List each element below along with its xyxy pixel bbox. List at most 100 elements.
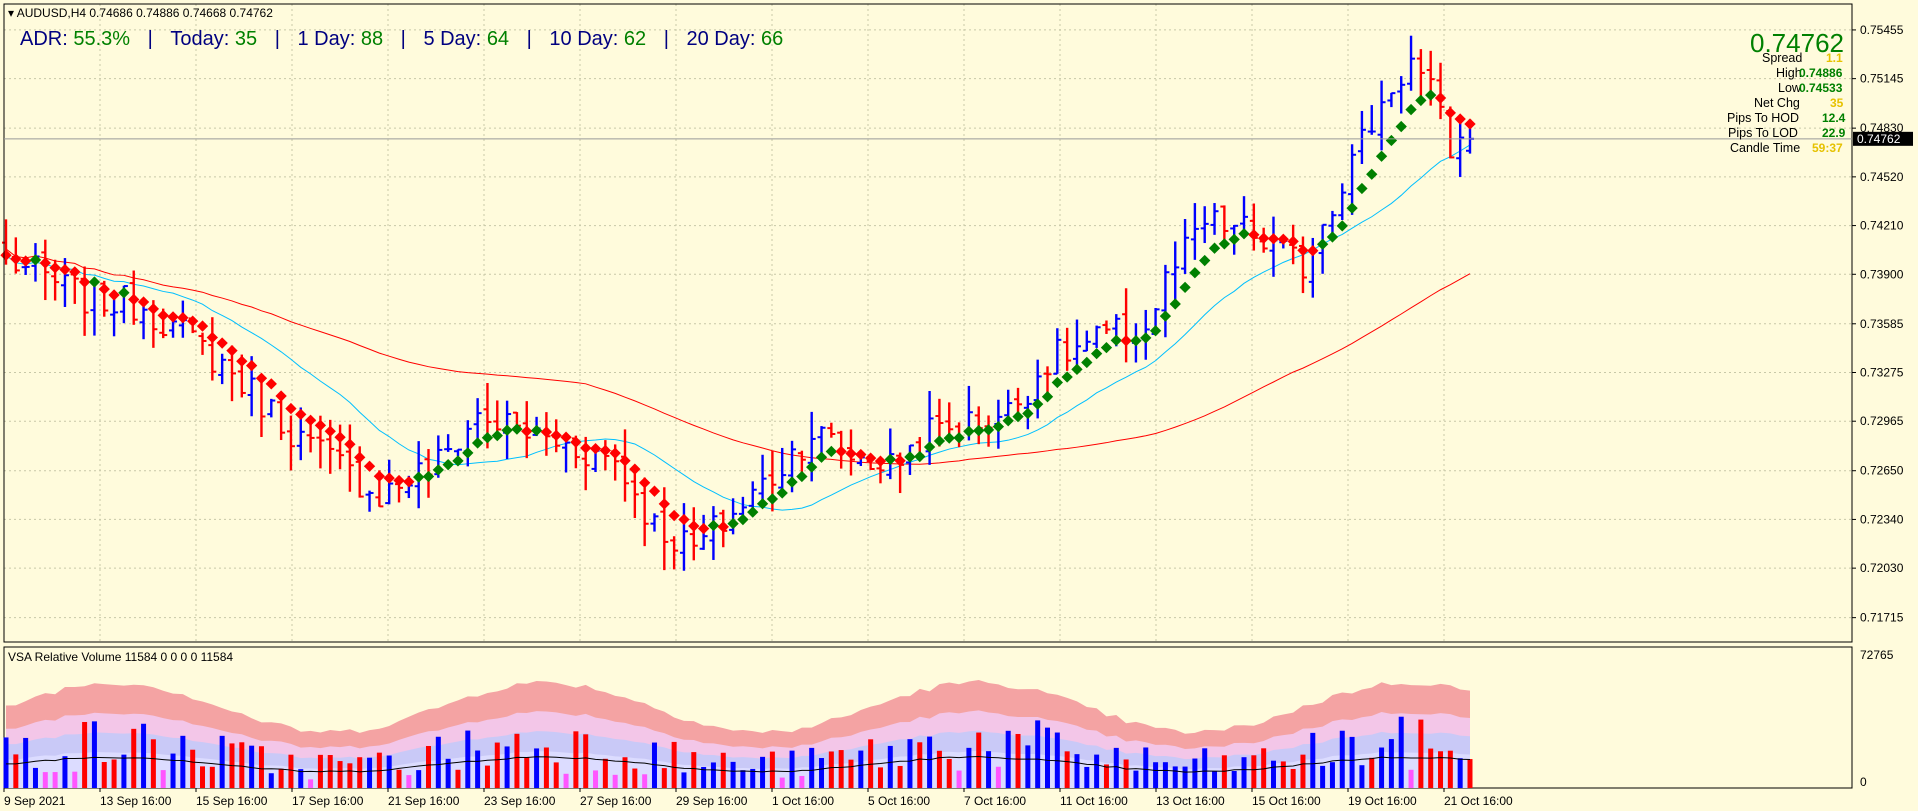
trend-marker: [1356, 182, 1368, 195]
volume-bar: [91, 721, 97, 788]
trend-marker: [904, 451, 916, 463]
volume-bar: [779, 777, 785, 788]
volume-bar: [1113, 747, 1119, 788]
volume-bar: [1320, 765, 1326, 788]
trend-marker: [373, 470, 386, 482]
volume-bar: [917, 742, 923, 788]
volume-bar: [995, 766, 1001, 788]
trend-marker: [491, 429, 503, 442]
volume-bar: [701, 767, 707, 788]
trend-marker: [393, 474, 405, 487]
candle-time-value: 59:37: [1812, 141, 1843, 155]
today-label: Today:: [170, 28, 230, 50]
trend-marker: [422, 470, 435, 483]
fast-moving-average: [5, 144, 1471, 511]
adr-separator: |: [663, 28, 669, 50]
volume-bar: [1261, 748, 1267, 788]
volume-bar: [150, 739, 156, 788]
volume-bar: [1025, 745, 1031, 788]
volume-bar: [1212, 771, 1218, 788]
trend-marker: [1051, 376, 1063, 389]
trend-marker: [570, 436, 582, 448]
volume-bar: [1103, 764, 1109, 788]
volume-bar: [190, 749, 196, 788]
trend-marker: [147, 303, 160, 315]
volume-bar: [1143, 747, 1149, 788]
price-grid: [4, 4, 1852, 642]
vsa-volume-pane[interactable]: 72765 0: [3, 648, 1894, 789]
trend-marker: [245, 359, 258, 372]
trend-marker: [1012, 410, 1024, 423]
volume-bar: [308, 779, 314, 788]
volume-bar: [1398, 716, 1404, 788]
trend-marker: [933, 435, 946, 447]
trend-marker: [1258, 232, 1270, 244]
volume-bar: [1339, 730, 1345, 788]
trend-marker: [747, 506, 759, 518]
volume-bar: [32, 767, 38, 788]
trend-marker: [413, 471, 425, 483]
trend-marker: [1179, 281, 1191, 294]
volume-bar: [897, 765, 903, 788]
trend-marker: [864, 452, 877, 464]
volume-bar: [828, 751, 834, 788]
vsa-min-label: 0: [1860, 775, 1867, 789]
trend-marker: [226, 344, 238, 357]
low-value: 0.74533: [1799, 81, 1843, 95]
volume-bar: [1162, 762, 1168, 788]
volume-bar: [1074, 754, 1080, 788]
trend-marker: [1385, 134, 1398, 147]
slow-ma-line: [5, 248, 1471, 465]
volume-average-line: [5, 755, 1471, 773]
trend-marker: [648, 485, 661, 497]
volume-bar: [838, 750, 844, 788]
volume-bar: [1438, 751, 1444, 788]
volume-bar: [1182, 766, 1188, 788]
volume-bar: [435, 736, 441, 788]
x-tick-label: 1 Oct 16:00: [772, 794, 834, 808]
volume-bar: [760, 756, 766, 788]
volume-bar: [936, 750, 942, 788]
volume-bar: [200, 766, 206, 788]
slow-moving-average: [5, 248, 1471, 465]
trend-marker: [776, 487, 788, 499]
trend-marker: [1464, 118, 1476, 130]
volume-bar: [799, 775, 805, 788]
y-tick-label: 0.72650: [1860, 464, 1904, 478]
net-change-label: Net Chg: [1754, 96, 1800, 110]
current-price-tag-label: 0.74762: [1857, 132, 1901, 146]
volume-bar: [209, 766, 215, 788]
volume-bar: [593, 770, 599, 788]
volume-bar: [1094, 754, 1100, 788]
adr-label: ADR:: [20, 28, 68, 50]
volume-bar: [3, 737, 9, 788]
trend-marker: [737, 513, 749, 526]
pips-to-hod-value: 12.4: [1822, 111, 1846, 125]
volume-bar: [1084, 766, 1090, 788]
volume-bar: [1251, 755, 1257, 788]
volume-bar: [1369, 757, 1375, 788]
volume-bar: [858, 750, 864, 788]
volume-bar: [1457, 758, 1463, 788]
volume-bar: [465, 730, 471, 788]
volume-bar: [887, 745, 893, 788]
volume-bar: [553, 762, 559, 788]
adr-separator: |: [526, 28, 532, 50]
trend-marker: [619, 455, 631, 467]
trend-marker: [432, 464, 444, 476]
y-tick-label: 0.72965: [1860, 414, 1904, 428]
trend-marker: [540, 426, 553, 438]
volume-bar: [288, 754, 294, 788]
low-label: Low: [1778, 81, 1801, 95]
trend-marker: [796, 470, 808, 483]
trend-marker: [1189, 267, 1201, 279]
trend-marker: [1032, 398, 1044, 410]
trend-marker: [1346, 202, 1358, 214]
dropdown-icon[interactable]: ▾: [8, 6, 15, 20]
trend-marker: [403, 476, 415, 488]
x-tick-label: 9 Sep 2021: [4, 794, 66, 808]
volume-bar: [710, 762, 716, 788]
trend-marker: [580, 442, 592, 454]
trend-marker: [560, 431, 572, 443]
